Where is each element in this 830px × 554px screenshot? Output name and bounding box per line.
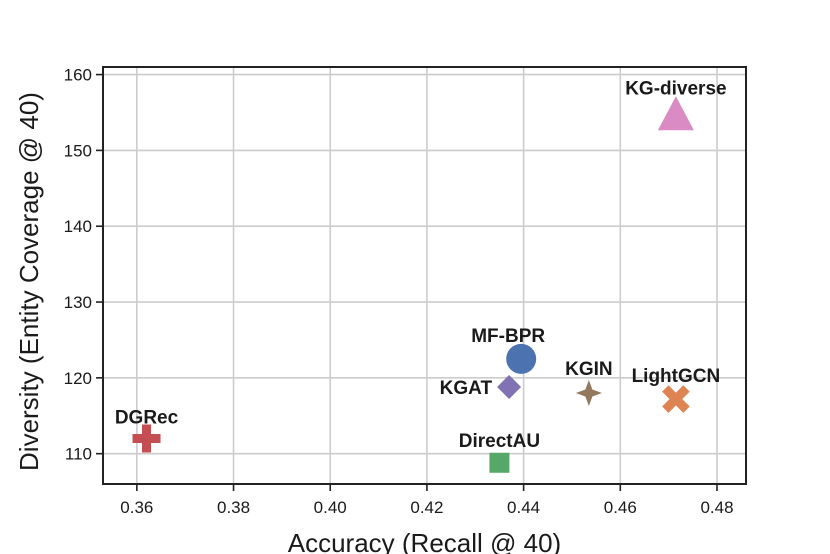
x-tick-label: 0.48 [700,498,733,517]
y-tick-label: 140 [64,217,92,236]
point-mf-bpr-circle [506,343,537,374]
point-kgat-diamond [497,374,522,399]
x-axis-ticks: 0.36 0.38 0.40 0.42 0.44 0.46 0.48 [120,484,734,517]
y-tick-label: 120 [64,369,92,388]
label-kgat: KGAT [440,378,493,399]
y-tick-label: 110 [65,445,92,464]
x-tick-label: 0.40 [314,498,347,517]
x-tick-label: 0.46 [604,498,637,517]
y-axis-ticks: 110 120 130 140 150 160 [64,66,103,464]
y-tick-label: 160 [64,66,92,85]
label-kgin: KGIN [565,359,613,380]
x-tick-label: 0.38 [217,498,250,517]
data-points [132,96,694,473]
point-kgin-star [575,380,602,407]
x-axis-title: Accuracy (Recall @ 40) [288,528,561,554]
x-tick-label: 0.44 [507,498,540,517]
data-labels: KG-diverse MF-BPR KGAT KGIN LightGCN DGRec Dir… [115,78,727,451]
point-lightgcn-cross-x [662,385,690,413]
label-lightgcn: LightGCN [632,366,721,387]
x-tick-label: 0.42 [410,498,443,517]
x-tick-label: 0.36 [120,498,153,517]
point-dgrec-plus [132,424,161,453]
label-mf-bpr: MF-BPR [471,326,545,347]
y-axis-title: Diversity (Entity Coverage @ 40) [14,92,44,471]
label-kg-diverse: KG-diverse [625,78,726,99]
point-directau-square [489,452,510,473]
point-kg-diverse-triangle [657,96,694,131]
label-dgrec: DGRec [115,408,179,429]
plot-frame [102,66,747,485]
y-tick-label: 150 [64,141,92,160]
grid [103,67,746,484]
y-tick-label: 130 [64,293,92,312]
label-directau: DirectAU [459,431,540,452]
